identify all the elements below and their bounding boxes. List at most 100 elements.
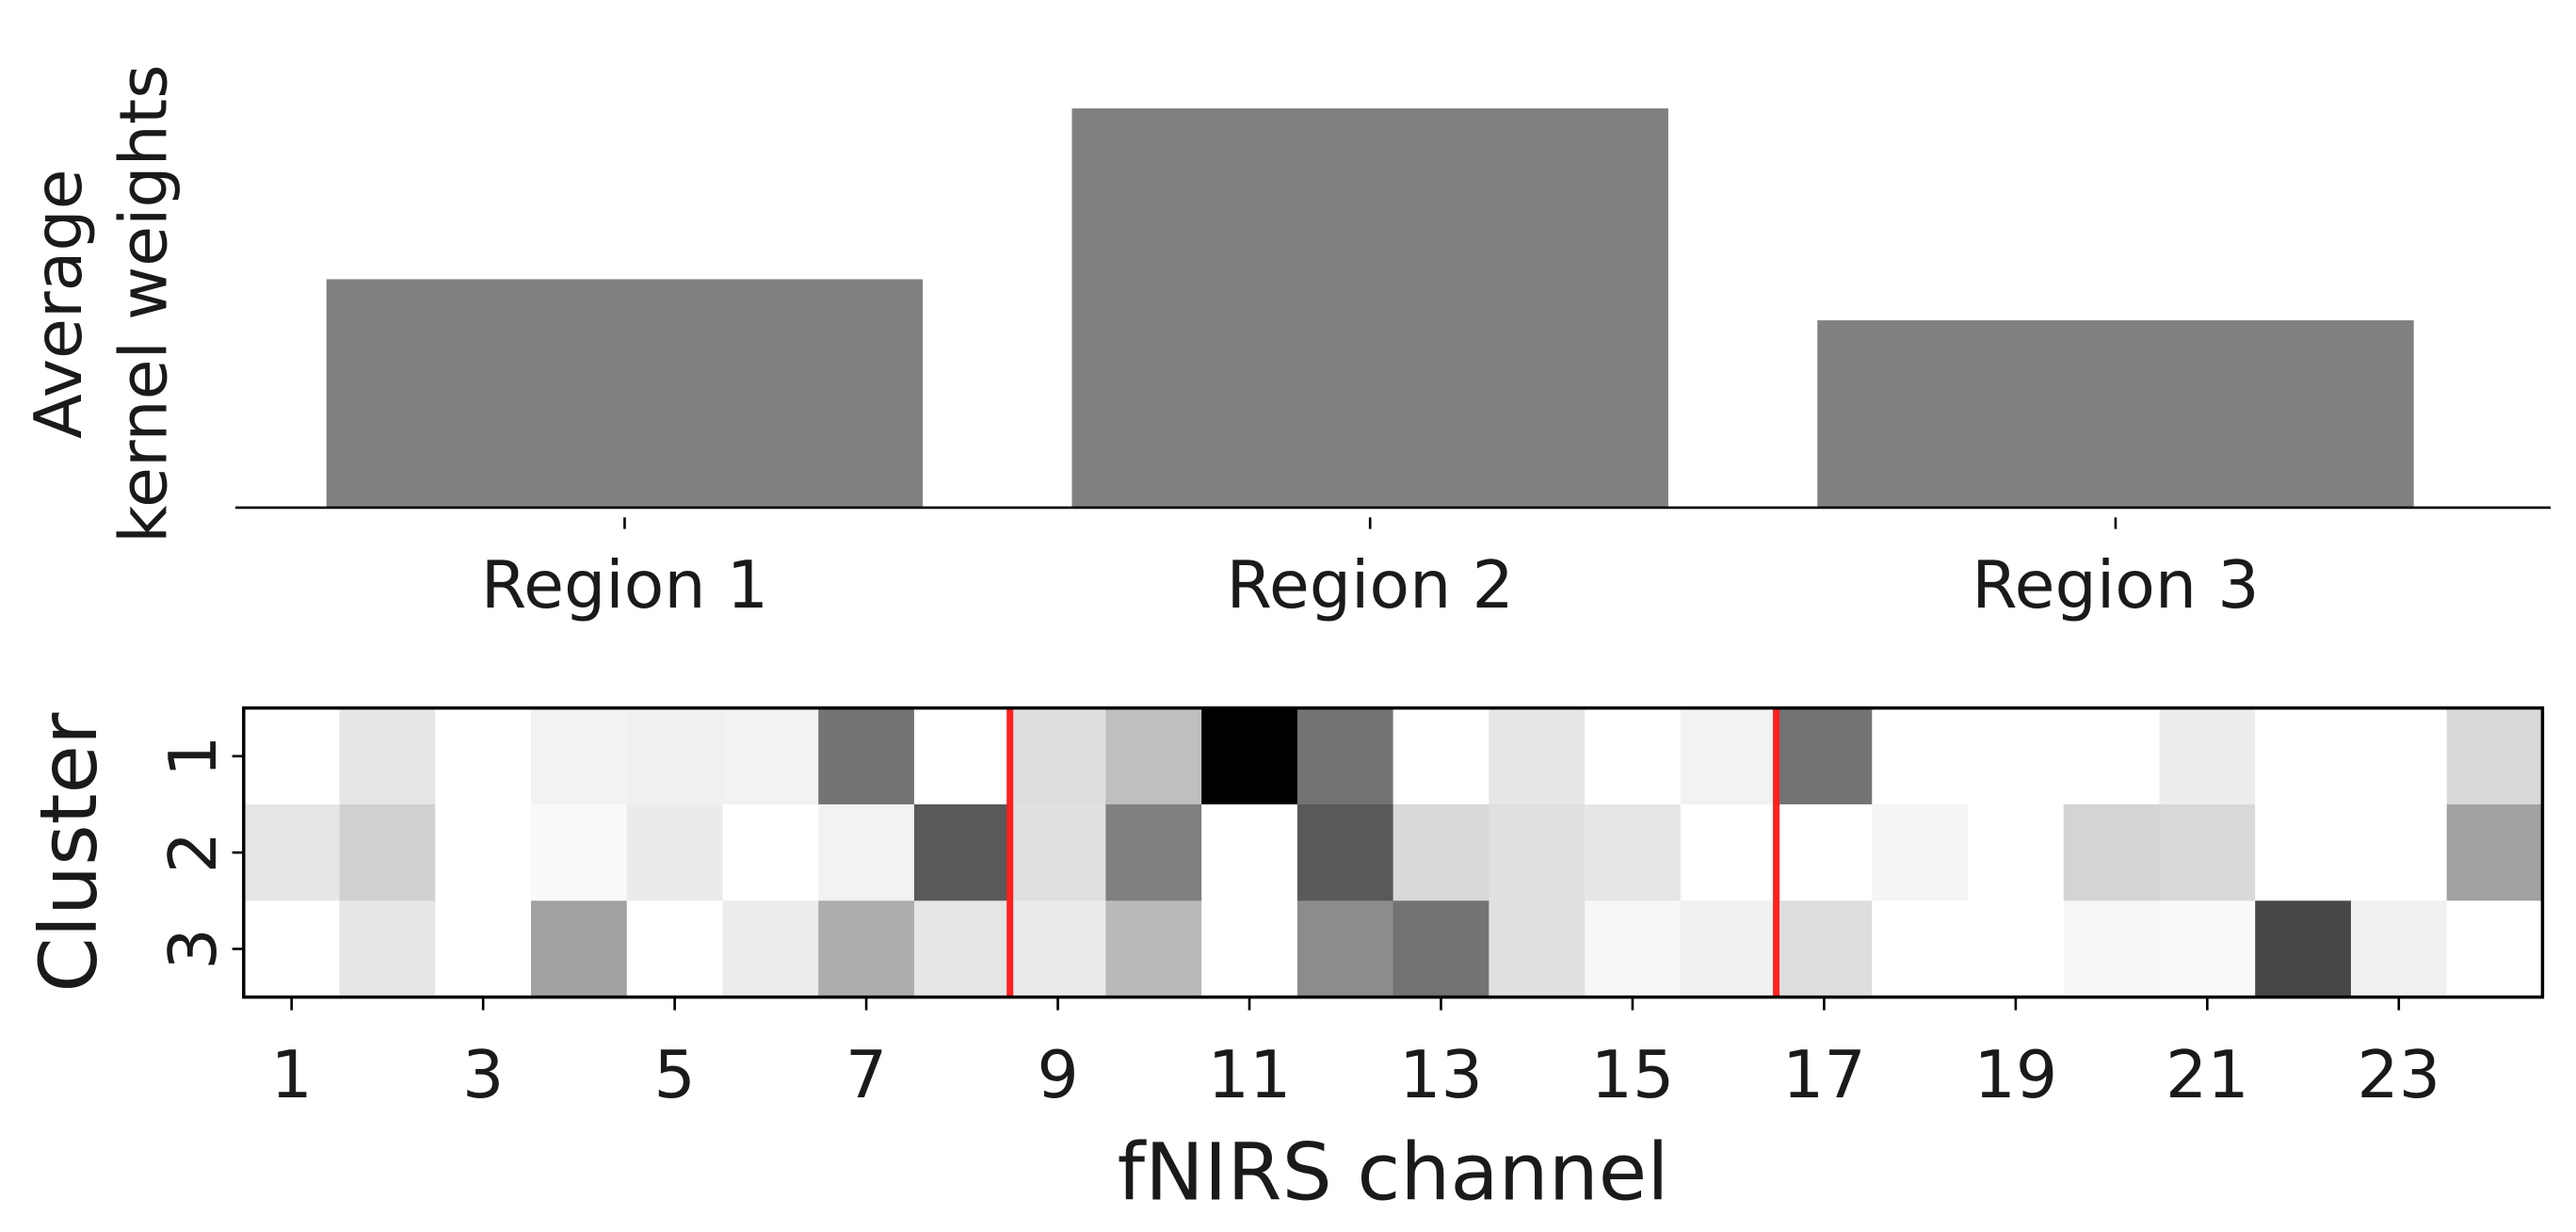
- heatmap-cell: [1201, 900, 1298, 998]
- plot-frame: [242, 705, 2545, 999]
- heatmap-cell: [1009, 707, 1107, 805]
- heatmap-cell: [1489, 900, 1586, 998]
- x-tick-label: 13: [1399, 1037, 1483, 1113]
- x-tick-label: 19: [1973, 1037, 2057, 1113]
- heatmap-cell: [2350, 900, 2448, 998]
- heatmap-cell: [818, 803, 915, 902]
- heatmap-cell: [243, 900, 341, 998]
- heatmap-cell: [1872, 803, 1969, 902]
- heatmap-cell: [2063, 707, 2161, 805]
- heatmap-cell: [1968, 803, 2065, 902]
- heatmap-cell: [435, 803, 532, 902]
- heatmap-cell: [1776, 803, 1874, 902]
- heatmap-cell: [626, 707, 724, 805]
- heatmap-cell: [531, 707, 628, 805]
- heatmap-cell: [1776, 707, 1874, 805]
- y-axis-label: Average: [21, 169, 97, 438]
- heatmap-cell: [722, 707, 820, 805]
- x-tick-label: 11: [1208, 1037, 1292, 1113]
- heatmap-cell: [1968, 707, 2065, 805]
- x-tick-label: Region 2: [1227, 547, 1514, 624]
- heatmap-cell: [1585, 803, 1682, 902]
- heatmap-cell: [2255, 707, 2352, 805]
- heatmap-cell: [339, 803, 437, 902]
- heatmap-cell: [435, 900, 532, 998]
- heatmap-cell: [913, 707, 1011, 805]
- heatmap-cell: [243, 707, 341, 805]
- heatmap-cell: [722, 803, 820, 902]
- heatmap-cell: [243, 803, 341, 902]
- x-tick-label: 1: [270, 1037, 312, 1113]
- heatmap-cell: [1296, 803, 1394, 902]
- x-tick-label: Region 3: [1972, 547, 2259, 624]
- y-tick-label: 1: [155, 736, 232, 777]
- heatmap-cell: [1585, 707, 1682, 805]
- heatmap-cell: [2446, 900, 2544, 998]
- heatmap-cell: [1393, 707, 1490, 805]
- bar: [326, 279, 924, 508]
- heatmap-cell: [1105, 803, 1203, 902]
- x-tick-label: 5: [653, 1037, 695, 1113]
- heatmap-cell: [1680, 900, 1778, 998]
- heatmap-cell: [2159, 803, 2257, 902]
- x-tick-label: 23: [2357, 1037, 2440, 1113]
- heatmap-cell: [1009, 900, 1107, 998]
- heatmap-cell: [2159, 900, 2257, 998]
- heatmap-cell: [1296, 707, 1394, 805]
- heatmap-cell: [818, 900, 915, 998]
- x-tick-label: 9: [1037, 1037, 1078, 1113]
- heatmap-cell: [2063, 900, 2161, 998]
- heatmap-cell: [1680, 803, 1778, 902]
- bar: [1071, 108, 1668, 508]
- heatmap-cell: [2255, 900, 2352, 998]
- heatmap-cell: [1393, 900, 1490, 998]
- x-tick-label: 21: [2165, 1037, 2249, 1113]
- heatmap-cell: [1009, 803, 1107, 902]
- heatmap-cell: [1968, 900, 2065, 998]
- heatmap-cell: [1680, 707, 1778, 805]
- heatmap-cell: [2446, 803, 2544, 902]
- y-axis-label: kernel weights: [106, 64, 183, 543]
- y-axis-label: Cluster: [23, 712, 115, 993]
- x-tick-label: 15: [1591, 1037, 1675, 1113]
- heatmap-cell: [2159, 707, 2257, 805]
- heatmap-cell: [913, 803, 1011, 902]
- heatmap-cell: [1105, 707, 1203, 805]
- heatmap-cell: [722, 900, 820, 998]
- heatmap-cell: [1201, 707, 1298, 805]
- heatmap-cell: [626, 803, 724, 902]
- heatmap-cell: [1489, 803, 1586, 902]
- heatmap-cell: [1393, 803, 1490, 902]
- heatmap-cell: [913, 900, 1011, 998]
- heatmap-cell: [531, 803, 628, 902]
- heatmap-cell: [1489, 707, 1586, 805]
- x-tick-label: 3: [462, 1037, 504, 1113]
- heatmap-cell: [2255, 803, 2352, 902]
- heatmap-cell: [1872, 707, 1969, 805]
- heatmap-cell: [339, 900, 437, 998]
- heatmap-cell: [1776, 900, 1874, 998]
- y-tick-label: 2: [155, 832, 232, 873]
- heatmap-cell: [2350, 707, 2448, 805]
- heatmap-cell: [2350, 803, 2448, 902]
- heatmap-cell: [435, 707, 532, 805]
- heatmap-cell: [2063, 803, 2161, 902]
- heatmap-cell: [1201, 803, 1298, 902]
- x-tick-label: 7: [845, 1037, 887, 1113]
- x-tick-label: 17: [1782, 1037, 1866, 1113]
- y-tick-label: 3: [155, 928, 232, 969]
- heatmap-cell: [1105, 900, 1203, 998]
- x-tick-label: Region 1: [481, 547, 768, 624]
- x-axis-label: fNIRS channel: [1118, 1126, 1669, 1218]
- heatmap-cell: [1296, 900, 1394, 998]
- heatmap-cell: [1585, 900, 1682, 998]
- heatmap-cell: [2446, 707, 2544, 805]
- heatmap-cell: [818, 707, 915, 805]
- heatmap-cell: [1872, 900, 1969, 998]
- bar: [1817, 320, 2414, 508]
- heatmap-cell: [626, 900, 724, 998]
- heatmap-cell: [531, 900, 628, 998]
- heatmap-cell: [339, 707, 437, 805]
